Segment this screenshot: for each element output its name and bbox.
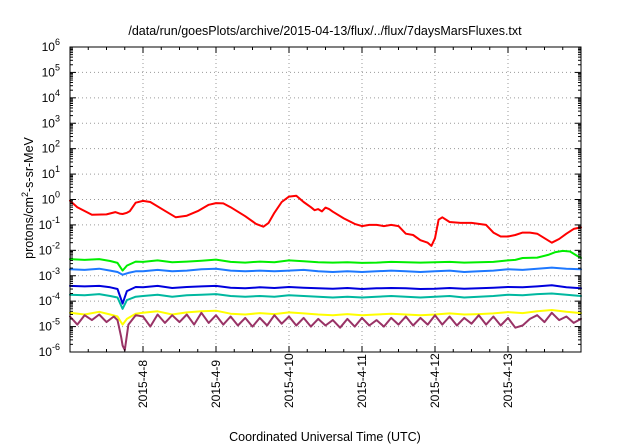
y-tick-exponent: -2 xyxy=(52,240,60,250)
y-tick-exponent: -3 xyxy=(52,266,60,276)
y-tick-base: 10 xyxy=(42,142,56,156)
y-tick-exponent: -5 xyxy=(52,317,60,327)
y-tick-label: 102 xyxy=(42,139,60,156)
x-tick-label: 2015-4-12 xyxy=(428,353,442,408)
y-tick-base: 10 xyxy=(42,40,56,54)
x-tick-labels: 2015-4-8 2015-4-9 2015-4-10 2015-4-11 2015-4… xyxy=(136,353,515,408)
y-tick-base: 10 xyxy=(42,65,56,79)
series-line xyxy=(69,311,582,351)
y-tick-label: 101 xyxy=(42,164,60,181)
y-tick-exponent: 2 xyxy=(55,139,60,149)
y-tick-base: 10 xyxy=(39,243,53,257)
y-tick-label: 10-5 xyxy=(39,317,60,334)
y-tick-exponent: 3 xyxy=(55,113,60,123)
y-tick-label: 10-1 xyxy=(39,215,60,232)
series-line xyxy=(69,194,582,247)
series-line xyxy=(69,266,582,276)
y-tick-exponent: -1 xyxy=(52,215,60,225)
y-tick-base: 10 xyxy=(42,116,56,130)
y-tick-label: 105 xyxy=(42,62,60,79)
series-line xyxy=(69,284,582,305)
x-tick-label: 2015-4-11 xyxy=(355,354,369,408)
y-tick-label: 103 xyxy=(42,113,60,130)
y-tick-label: 106 xyxy=(42,37,60,54)
y-tick-exponent: 0 xyxy=(55,190,60,200)
x-tick-label: 2015-4-10 xyxy=(282,353,296,408)
y-tick-exponent: -6 xyxy=(52,342,60,352)
y-tick-label: 10-4 xyxy=(39,291,60,308)
x-tick-label: 2015-4-8 xyxy=(136,360,150,408)
x-tick-label: 2015-4-9 xyxy=(209,360,223,408)
x-tick-label: 2015-4-13 xyxy=(501,353,515,408)
y-tick-base: 10 xyxy=(39,269,53,283)
series-line xyxy=(69,309,582,326)
y-tick-base: 10 xyxy=(39,320,53,334)
y-tick-exponent: 5 xyxy=(55,62,60,72)
y-tick-exponent: -4 xyxy=(52,291,60,301)
series-line xyxy=(69,292,582,310)
y-tick-label: 100 xyxy=(42,190,60,207)
chart-title: /data/run/goesPlots/archive/2015-04-13/f… xyxy=(128,24,522,38)
y-axis-label-prefix: protons/cm xyxy=(22,197,36,259)
y-tick-labels: 10-610-510-410-310-210-11001011021031041… xyxy=(39,37,60,359)
y-tick-exponent: 4 xyxy=(55,88,60,98)
series-line xyxy=(69,249,582,272)
axes xyxy=(69,46,582,353)
y-tick-base: 10 xyxy=(39,294,53,308)
y-tick-label: 10-3 xyxy=(39,266,60,283)
y-tick-exponent: 1 xyxy=(55,164,60,174)
y-tick-base: 10 xyxy=(39,345,53,359)
grid xyxy=(70,47,581,352)
y-axis-label: protons/cm2-s-sr-MeV xyxy=(20,136,36,258)
y-tick-base: 10 xyxy=(42,91,56,105)
y-tick-base: 10 xyxy=(42,167,56,181)
y-axis-label-suffix: -s-sr-MeV xyxy=(22,136,36,192)
y-tick-base: 10 xyxy=(42,193,56,207)
y-tick-base: 10 xyxy=(39,218,53,232)
series-layer xyxy=(69,194,582,351)
y-tick-label: 104 xyxy=(42,88,60,105)
x-axis-label: Coordinated Universal Time (UTC) xyxy=(229,430,421,444)
plot-frame xyxy=(69,46,582,353)
y-tick-label: 10-6 xyxy=(39,342,60,359)
y-tick-label: 10-2 xyxy=(39,240,60,257)
y-axis-label-superscript: 2 xyxy=(20,192,30,197)
y-tick-exponent: 6 xyxy=(55,37,60,47)
